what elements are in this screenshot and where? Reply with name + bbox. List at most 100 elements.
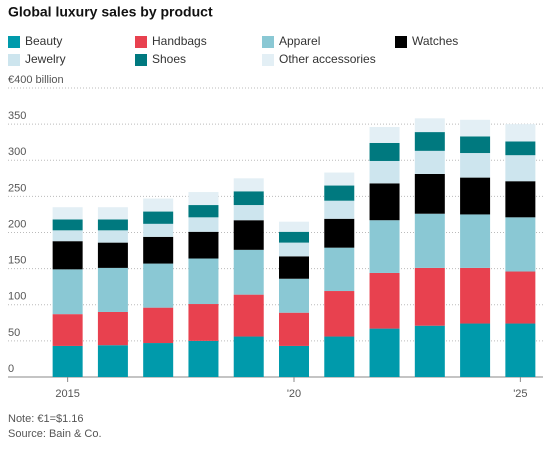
x-tick-label: '25: [513, 388, 527, 400]
bar-segment: [460, 119, 491, 137]
bar-segment: [233, 336, 264, 377]
bar-segment: [143, 211, 174, 224]
bar-segment: [324, 200, 355, 219]
bar-segment: [505, 155, 536, 182]
bar-segment: [414, 325, 445, 377]
bar-segment: [233, 220, 264, 250]
legend-label: Beauty: [25, 34, 62, 48]
bar-segment: [97, 207, 128, 220]
legend-label: Watches: [412, 34, 458, 48]
bar-segment: [279, 278, 309, 313]
x-tick-label: 2015: [55, 388, 79, 400]
bar-segment: [143, 263, 174, 308]
legend-label: Other accessories: [279, 52, 376, 66]
bar-segment: [279, 221, 309, 232]
bar-segment: [414, 150, 445, 174]
bar-segment: [324, 291, 355, 337]
bar-segment: [97, 219, 128, 231]
y-tick-label: 200: [8, 218, 26, 230]
bar-segment: [324, 336, 355, 377]
bar-segment: [460, 136, 491, 154]
y-tick-label: 50: [8, 327, 20, 339]
x-tick-label: '20: [287, 388, 301, 400]
bar-segment: [52, 345, 83, 377]
legend-swatch: [262, 36, 274, 48]
bar-segment: [324, 218, 355, 248]
bar-segment: [188, 205, 219, 218]
y-tick-label: 0: [8, 363, 14, 375]
legend-swatch: [135, 36, 147, 48]
bar-segment: [279, 242, 309, 257]
legend-swatch: [8, 36, 20, 48]
bar-segment: [505, 217, 536, 272]
bar-segment: [505, 323, 536, 377]
bar-segment: [414, 132, 445, 151]
bar-segment: [188, 192, 219, 206]
bar-segment: [52, 219, 83, 231]
legend-swatch: [262, 54, 274, 66]
bar-segment: [233, 178, 264, 192]
bar-segment: [460, 214, 491, 268]
bar-segment: [143, 198, 174, 212]
bar-segment: [97, 267, 128, 312]
bar-segment: [52, 207, 83, 220]
bar-segment: [505, 141, 536, 156]
legend-label: Jewelry: [25, 52, 66, 66]
bar-segment: [369, 142, 400, 161]
bar-segment: [143, 343, 174, 377]
y-tick-label: 100: [8, 291, 26, 303]
bar-segment: [369, 127, 400, 143]
chart-title: Global luxury sales by product: [8, 4, 213, 20]
bar-segment: [369, 272, 400, 329]
bar-segment: [369, 220, 400, 273]
legend-swatch: [135, 54, 147, 66]
bar-segment: [97, 230, 128, 243]
bar-segment: [52, 269, 83, 315]
bar-segment: [505, 181, 536, 218]
legend-label: Handbags: [152, 34, 207, 48]
bar-segment: [414, 267, 445, 326]
bar-segment: [279, 345, 309, 377]
bar-segment: [279, 231, 309, 243]
y-tick-label: 150: [8, 255, 26, 267]
bar-segment: [97, 242, 128, 268]
bar-segment: [97, 345, 128, 377]
bar-segment: [52, 230, 83, 242]
y-tick-label: €400 billion: [8, 74, 64, 86]
bar-segment: [324, 172, 355, 186]
bar-segment: [324, 247, 355, 292]
bar-segment: [369, 160, 400, 184]
bar-segment: [414, 173, 445, 214]
bar-segment: [143, 223, 174, 237]
bar-segment: [233, 294, 264, 337]
bar-segment: [505, 271, 536, 324]
legend-swatch: [8, 54, 20, 66]
bar-segment: [460, 267, 491, 324]
legend-swatch: [395, 36, 407, 48]
bar-segment: [52, 314, 83, 346]
bar-segment: [505, 124, 536, 142]
bar-segment: [324, 185, 355, 201]
bar-segment: [279, 256, 309, 279]
y-tick-label: 250: [8, 182, 26, 194]
bar-segment: [369, 183, 400, 221]
bar-segment: [233, 249, 264, 295]
bar-segment: [188, 304, 219, 341]
bar-segment: [188, 231, 219, 259]
bar-segment: [414, 118, 445, 133]
bar-segment: [143, 307, 174, 344]
bar-segment: [279, 312, 309, 346]
bar-segment: [460, 323, 491, 377]
y-tick-label: 300: [8, 146, 26, 158]
bar-segment: [233, 191, 264, 206]
note: Note: €1=$1.16: [8, 413, 84, 425]
bar-segment: [143, 236, 174, 264]
bar-segment: [188, 340, 219, 377]
bar-segment: [460, 153, 491, 178]
legend-label: Apparel: [279, 34, 320, 48]
bar-segment: [460, 177, 491, 215]
bar-segment: [188, 258, 219, 305]
bar-segment: [97, 311, 128, 346]
bar-segment: [369, 328, 400, 377]
